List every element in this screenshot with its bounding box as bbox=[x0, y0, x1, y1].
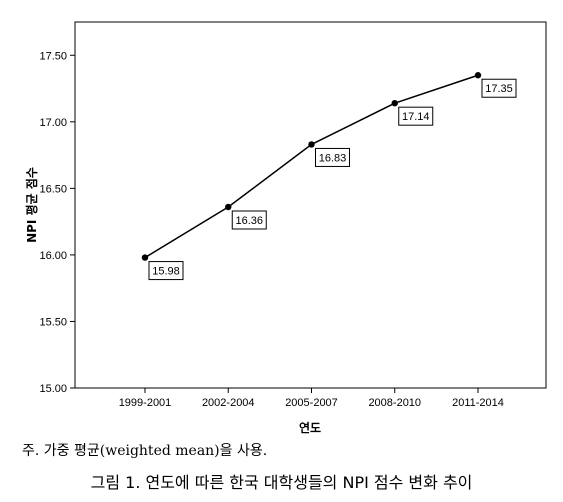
y-tick-label: 16.00 bbox=[39, 250, 67, 262]
x-tick-label: 2005-2007 bbox=[285, 397, 338, 409]
data-point bbox=[141, 254, 149, 261]
x-tick-label: 1999-2001 bbox=[119, 397, 172, 409]
series-line bbox=[144, 74, 479, 259]
npi-line-chart: 15.00 15.50 16.00 16.50 17.00 17.50 1999-2001… bbox=[24, 21, 547, 435]
plot-frame bbox=[74, 21, 547, 389]
data-point bbox=[391, 99, 398, 107]
data-label-box bbox=[315, 147, 350, 167]
y-axis-title: NPI 평균 점수 bbox=[24, 167, 39, 243]
y-tick-label: 17.50 bbox=[39, 50, 67, 62]
data-point bbox=[225, 203, 232, 211]
y-tick-label: 16.50 bbox=[39, 183, 67, 195]
data-label-box bbox=[398, 106, 434, 126]
data-label-box bbox=[148, 261, 184, 281]
x-axis-title: 연도 bbox=[299, 420, 321, 435]
data-label: 17.14 bbox=[402, 111, 430, 123]
y-tick-label: 15.50 bbox=[39, 316, 67, 328]
data-label: 16.83 bbox=[319, 152, 347, 164]
series-group: 15.98 16.36 16.83 17.14 17.35 bbox=[141, 72, 517, 281]
y-tick-label: 17.00 bbox=[39, 117, 67, 129]
data-point bbox=[474, 72, 482, 79]
data-label: 16.36 bbox=[235, 215, 263, 227]
data-label-box bbox=[231, 210, 267, 230]
footnote: 주. 가중 평균(weighted mean)을 사용. bbox=[22, 443, 268, 459]
y-tick-label: 15.00 bbox=[39, 383, 67, 395]
y-axis: 15.00 15.50 16.00 16.50 17.00 17.50 bbox=[39, 50, 75, 395]
figure-caption: 그림 1. 연도에 따른 한국 대학생들의 NPI 점수 변화 추이 bbox=[90, 473, 473, 492]
data-label: 17.35 bbox=[485, 83, 513, 95]
data-label-box bbox=[481, 78, 517, 98]
x-tick-label: 2002-2004 bbox=[202, 397, 255, 409]
data-point bbox=[308, 141, 315, 148]
x-axis: 1999-2001 2002-2004 2005-2007 2008-2010 2011… bbox=[119, 388, 504, 409]
x-tick-label: 2011-2014 bbox=[452, 397, 504, 409]
x-tick-label: 2008-2010 bbox=[368, 397, 421, 409]
data-label: 15.98 bbox=[152, 266, 180, 278]
